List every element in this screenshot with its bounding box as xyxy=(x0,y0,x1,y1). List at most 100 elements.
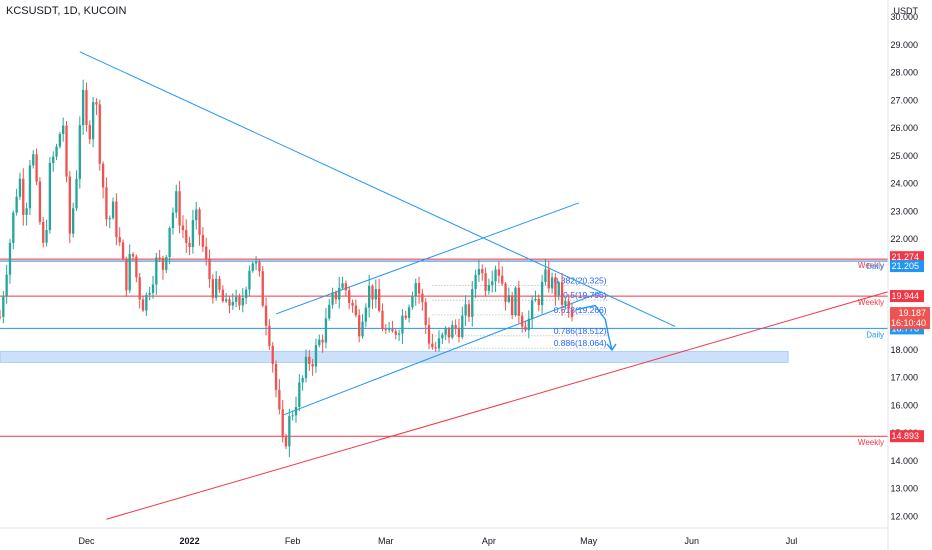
projection-layer xyxy=(575,304,617,352)
candle-body xyxy=(351,302,354,306)
candle-body xyxy=(238,296,241,306)
candle-body xyxy=(145,294,148,311)
y-tick-label: 24.000 xyxy=(890,179,918,189)
x-tick-label: Feb xyxy=(285,536,301,546)
candle-body xyxy=(444,328,447,335)
candle-body xyxy=(5,274,8,297)
x-tick-label: 2022 xyxy=(180,536,200,546)
candle-body xyxy=(72,208,75,234)
candle-body xyxy=(328,304,331,319)
price-tag xyxy=(890,430,924,443)
candle-body xyxy=(288,415,291,447)
candle-body xyxy=(85,90,88,125)
candle-body xyxy=(381,310,384,330)
candle-body xyxy=(437,338,441,349)
candle-body xyxy=(161,258,165,270)
candle-body xyxy=(361,321,364,337)
candle-body xyxy=(228,299,231,306)
candle-body xyxy=(208,259,211,280)
candle-body xyxy=(318,339,321,346)
candle-body xyxy=(298,382,301,407)
candle-body xyxy=(241,298,244,306)
candle-body xyxy=(344,283,348,291)
candle-body xyxy=(467,304,471,317)
candle-body xyxy=(75,178,78,209)
candle-body xyxy=(324,318,328,343)
candle-body xyxy=(434,347,437,349)
price-axis[interactable]: 12.00013.00014.00015.00016.00017.00018.0… xyxy=(887,0,930,550)
candle-body xyxy=(544,269,547,282)
projection-arrowhead xyxy=(606,343,617,352)
level-tag: Daily xyxy=(866,262,884,271)
candle-body xyxy=(567,301,570,309)
candle-body xyxy=(504,283,507,302)
candle-body xyxy=(368,285,371,308)
y-tick-label: 17.000 xyxy=(890,373,918,383)
candle-body xyxy=(191,220,195,248)
x-tick-label: Apr xyxy=(482,536,496,546)
trendline xyxy=(282,291,603,416)
candle-body xyxy=(301,377,304,383)
candle-body xyxy=(534,298,537,301)
candle-body xyxy=(550,277,554,289)
candle-body xyxy=(570,309,574,318)
candle-body xyxy=(464,304,467,316)
candle-body xyxy=(304,356,308,378)
level-tag: Weekly xyxy=(858,261,884,270)
candle-body xyxy=(554,277,557,296)
candle-body xyxy=(91,102,95,140)
candle-body xyxy=(261,271,264,306)
x-tick-label: Mar xyxy=(378,536,394,546)
candle-body xyxy=(391,329,394,332)
time-axis[interactable]: Dec 2022 Feb Mar Apr May Jun Jul xyxy=(0,527,888,546)
candles-layer xyxy=(0,79,574,458)
candle-body xyxy=(284,437,288,447)
candle-body xyxy=(42,221,45,243)
candle-body xyxy=(281,409,284,438)
resistance-band xyxy=(0,259,888,262)
level-tag: Weekly xyxy=(858,438,884,447)
candle-body xyxy=(18,178,22,197)
candle-body xyxy=(397,333,401,335)
candle-body xyxy=(341,283,344,288)
candle-body xyxy=(168,228,171,258)
candle-body xyxy=(441,334,444,339)
candle-body xyxy=(121,242,125,259)
candle-body xyxy=(308,356,311,365)
y-tick-label: 14.000 xyxy=(890,456,918,466)
candle-body xyxy=(461,315,464,338)
fib-label: 0.786(18.512) xyxy=(554,326,607,336)
level-tag: Weekly xyxy=(858,298,884,307)
candle-body xyxy=(311,364,314,367)
candle-body xyxy=(158,257,161,259)
candle-body xyxy=(244,289,248,299)
candle-body xyxy=(55,146,58,157)
x-tick-label: May xyxy=(580,536,598,546)
candle-body xyxy=(125,258,128,291)
candle-body xyxy=(35,154,38,182)
candle-body xyxy=(514,287,517,315)
price-tag xyxy=(890,290,924,303)
candle-body xyxy=(364,307,368,322)
candle-body xyxy=(451,325,454,338)
candle-body xyxy=(211,279,215,298)
candle-body xyxy=(0,316,2,318)
x-tick-label: Jul xyxy=(786,536,798,546)
candle-body xyxy=(231,301,234,306)
candle-body xyxy=(278,389,281,410)
current-price-label: 19.187 xyxy=(898,308,926,318)
candle-body xyxy=(331,292,334,305)
candle-body xyxy=(111,201,115,219)
fib-layer: 0.382(20.325) 0.5(19.796) 0.618(19.266) 0.7… xyxy=(432,276,609,349)
candle-body xyxy=(141,299,145,311)
candle-body xyxy=(201,234,205,247)
candle-body xyxy=(507,295,511,302)
trendlines-layer xyxy=(79,51,889,520)
trendline xyxy=(275,202,579,315)
candle-body xyxy=(487,285,491,291)
candle-body xyxy=(471,289,474,317)
support-zone xyxy=(0,350,789,363)
candle-body xyxy=(517,287,520,316)
